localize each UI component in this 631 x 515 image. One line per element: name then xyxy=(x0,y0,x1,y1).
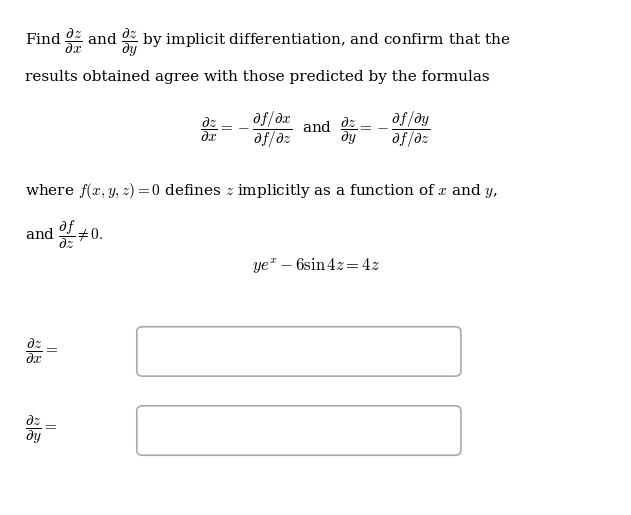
FancyBboxPatch shape xyxy=(137,327,461,376)
FancyBboxPatch shape xyxy=(137,406,461,455)
Text: Find $\dfrac{\partial z}{\partial x}$ and $\dfrac{\partial z}{\partial y}$ by im: Find $\dfrac{\partial z}{\partial x}$ an… xyxy=(25,28,510,59)
Text: $\dfrac{\partial z}{\partial x} = -\dfrac{\partial f/\partial x}{\partial f/\par: $\dfrac{\partial z}{\partial x} = -\dfra… xyxy=(200,109,431,150)
Text: $\dfrac{\partial z}{\partial x} =$: $\dfrac{\partial z}{\partial x} =$ xyxy=(25,337,58,366)
Text: $\dfrac{\partial z}{\partial y} =$: $\dfrac{\partial z}{\partial y} =$ xyxy=(25,415,57,447)
Text: $ye^x - 6\sin 4z = 4z$: $ye^x - 6\sin 4z = 4z$ xyxy=(252,256,379,275)
Text: where $f(x, y, z) = 0$ defines $z$ implicitly as a function of $x$ and $y$,: where $f(x, y, z) = 0$ defines $z$ impli… xyxy=(25,181,497,201)
Text: and $\dfrac{\partial f}{\partial z} \neq 0.$: and $\dfrac{\partial f}{\partial z} \neq… xyxy=(25,218,103,251)
Text: results obtained agree with those predicted by the formulas: results obtained agree with those predic… xyxy=(25,70,490,83)
